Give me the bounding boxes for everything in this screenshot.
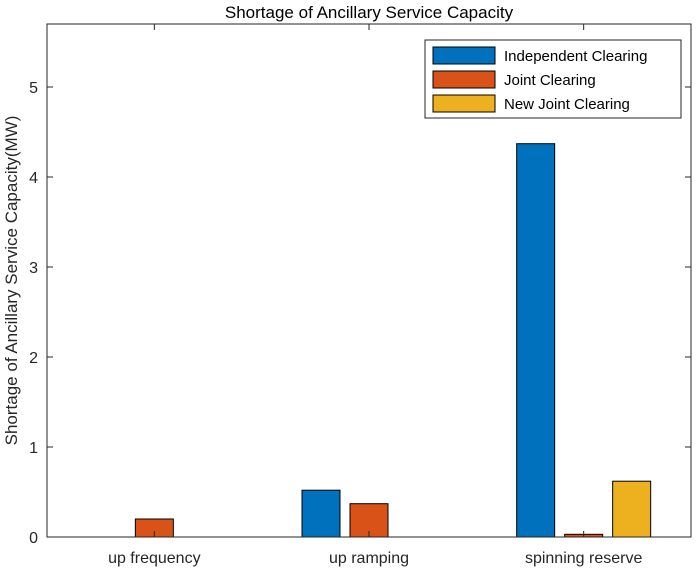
x-tick-label: up frequency [108,550,201,567]
y-tick-label: 4 [29,170,38,187]
bar-independent-clearing-spinning-reserve [516,143,556,538]
legend: Independent Clearing Joint Clearing New Jo… [424,39,682,119]
y-axis-label: Shortage of Ancillary Service Capacity(M… [2,116,21,446]
legend-swatch-independent-clearing [432,46,496,65]
bar-independent-clearing-up-ramping [301,489,341,538]
y-tick-label: 1 [29,440,38,457]
legend-label-new-joint-clearing: New Joint Clearing [504,96,630,113]
y-tick-label: 0 [29,530,38,547]
axes-group: 0 1 2 3 4 5 up frequency up ramping spinning res… [29,23,692,567]
legend-label-joint-clearing: Joint Clearing [504,72,596,89]
legend-swatch-new-joint-clearing [432,94,496,113]
bar-new-joint-clearing-spinning-reserve [612,480,652,538]
y-tick-label: 5 [29,80,38,97]
x-tick-label: spinning reserve [525,550,643,567]
bars-group [134,143,652,538]
chart-title: Shortage of Ancillary Service Capacity [225,3,514,22]
x-tick-label: up ramping [329,550,409,567]
legend-label-independent-clearing: Independent Clearing [504,48,647,65]
y-tick-label: 3 [29,260,38,277]
y-tick-label: 2 [29,350,38,367]
legend-swatch-joint-clearing [432,70,496,89]
